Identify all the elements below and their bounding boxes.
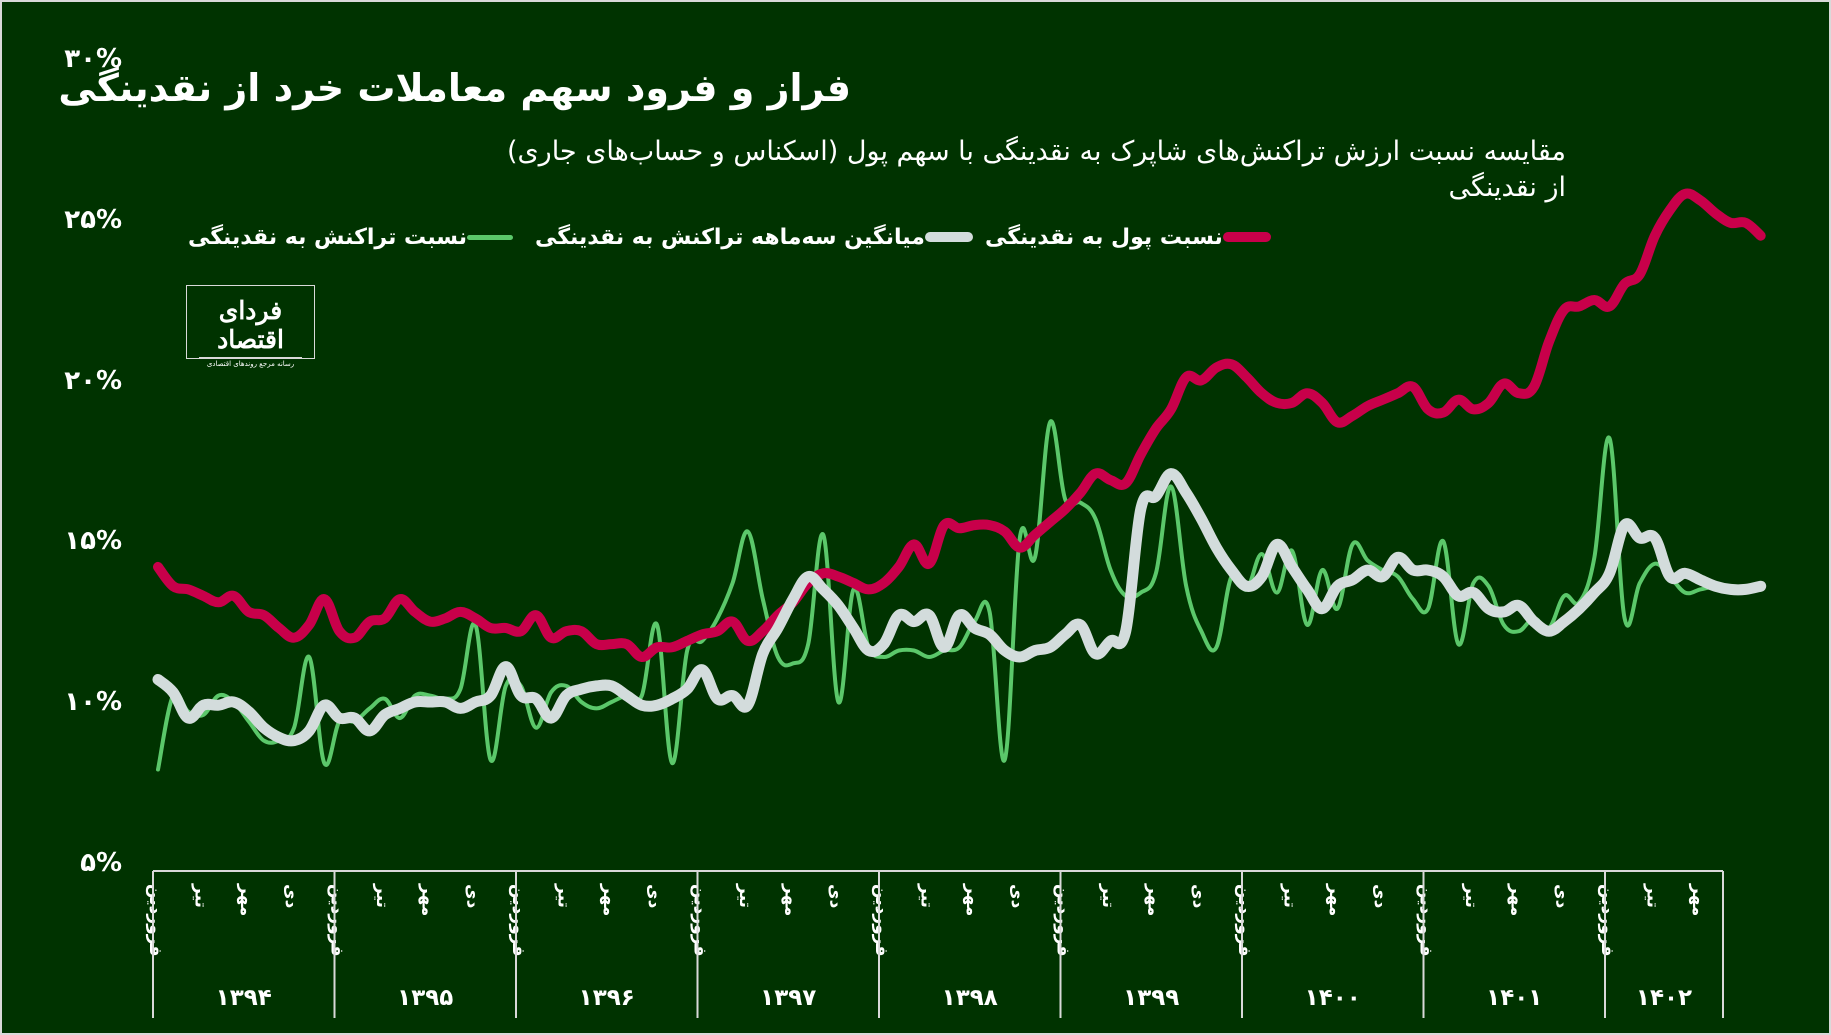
- logo-brand: فردای اقتصاد: [217, 296, 284, 354]
- month-tick-label: مهر: [417, 884, 438, 917]
- month-tick-label: فروردین: [1052, 884, 1073, 957]
- legend-swatch-green: [466, 234, 513, 240]
- month-tick-label: فروردین: [1597, 884, 1617, 957]
- month-tick-label: دی: [1188, 884, 1209, 909]
- month-tick-label: تیر: [1279, 884, 1300, 908]
- year-label: ۱۴۰۰: [1304, 985, 1361, 1011]
- month-tick-label: تیر: [190, 884, 211, 908]
- month-tick-label: مهر: [1324, 884, 1345, 917]
- subtitle-line-1: مقایسه نسبت ارزش تراکنش‌های شاپرک به نقد…: [506, 136, 1566, 167]
- month-tick-label: تیر: [1460, 884, 1481, 908]
- logo-tagline: رسانه مرجع روندهای اقتصادی: [199, 357, 302, 368]
- month-tick-label: تیر: [734, 884, 755, 908]
- month-tick-label: فروردین: [689, 884, 710, 957]
- legend-item-money-ratio: نسبت پول به نقدینگی: [985, 222, 1271, 252]
- y-tick-label: ۳۰%: [64, 44, 122, 74]
- year-label: ۱۳۹۷: [760, 985, 817, 1011]
- y-tick-label: ۱۰%: [64, 687, 122, 718]
- month-tick-label: مهر: [961, 884, 982, 917]
- y-tick-label: ۲۵%: [64, 204, 122, 235]
- month-tick-label: مهر: [1506, 884, 1527, 917]
- month-tick-label: دی: [1370, 884, 1391, 909]
- chart-title: فراز و فرود سهم معاملات خرد از نقدینگی: [58, 66, 851, 110]
- legend-label: نسبت پول به نقدینگی: [985, 224, 1223, 250]
- month-tick-label: مهر: [1143, 884, 1164, 917]
- logo: فردای اقتصاد رسانه مرجع روندهای اقتصادی: [186, 285, 315, 368]
- year-label: ۱۳۹۴: [215, 985, 272, 1011]
- chart-subtitle: مقایسه نسبت ارزش تراکنش‌های شاپرک به نقد…: [166, 134, 1566, 206]
- month-tick-label: تیر: [916, 884, 937, 908]
- legend-label: میانگین سه‌ماهه تراکنش به نقدینگی: [535, 224, 925, 250]
- subtitle-line-2: از نقدینگی: [1448, 172, 1566, 203]
- month-tick-label: فروردین: [508, 884, 528, 957]
- legend-item-three-month-average: میانگین سه‌ماهه تراکنش به نقدینگی: [535, 222, 973, 252]
- year-label: ۱۳۹۶: [578, 985, 635, 1011]
- month-tick-label: تیر: [553, 884, 574, 908]
- year-label: ۱۳۹۵: [397, 985, 454, 1011]
- month-tick-label: فروردین: [1234, 884, 1254, 957]
- month-tick-label: تیر: [1642, 884, 1663, 908]
- year-label: ۱۴۰۲: [1635, 985, 1693, 1011]
- y-tick-label: ۲۰%: [64, 365, 122, 396]
- month-tick-label: فروردین: [871, 884, 891, 957]
- month-tick-label: دی: [462, 884, 483, 909]
- year-label: ۱۴۰۱: [1486, 985, 1543, 1011]
- month-tick-label: فروردین: [1415, 884, 1436, 957]
- legend-item-transaction-ratio: نسبت تراکنش به نقدینگی: [188, 222, 513, 252]
- year-label: ۱۳۹۹: [1123, 985, 1180, 1011]
- month-tick-label: فروردین: [326, 884, 347, 957]
- year-label: ۱۳۹۸: [941, 985, 998, 1011]
- month-tick-label: مهر: [1687, 884, 1708, 917]
- month-tick-label: دی: [1551, 884, 1572, 909]
- legend-swatch-red: [1222, 232, 1271, 242]
- month-tick-label: مهر: [598, 884, 619, 917]
- month-tick-label: مهر: [780, 884, 801, 917]
- month-tick-label: تیر: [1097, 884, 1118, 908]
- month-tick-label: دی: [1007, 884, 1028, 909]
- month-tick-label: دی: [281, 884, 302, 909]
- series-money-ratio-line: [153, 188, 1766, 662]
- legend-label: نسبت تراکنش به نقدینگی: [188, 224, 467, 250]
- legend-swatch-gray: [924, 232, 973, 242]
- month-tick-label: فروردین: [145, 884, 165, 957]
- y-tick-label: ۱۵%: [64, 526, 122, 557]
- month-tick-label: دی: [825, 884, 846, 909]
- y-tick-label: ۵%: [80, 848, 122, 878]
- month-tick-label: تیر: [371, 884, 392, 908]
- series-three-month-average-line: [152, 468, 1767, 747]
- month-tick-label: دی: [644, 884, 665, 909]
- month-tick-label: مهر: [235, 884, 256, 917]
